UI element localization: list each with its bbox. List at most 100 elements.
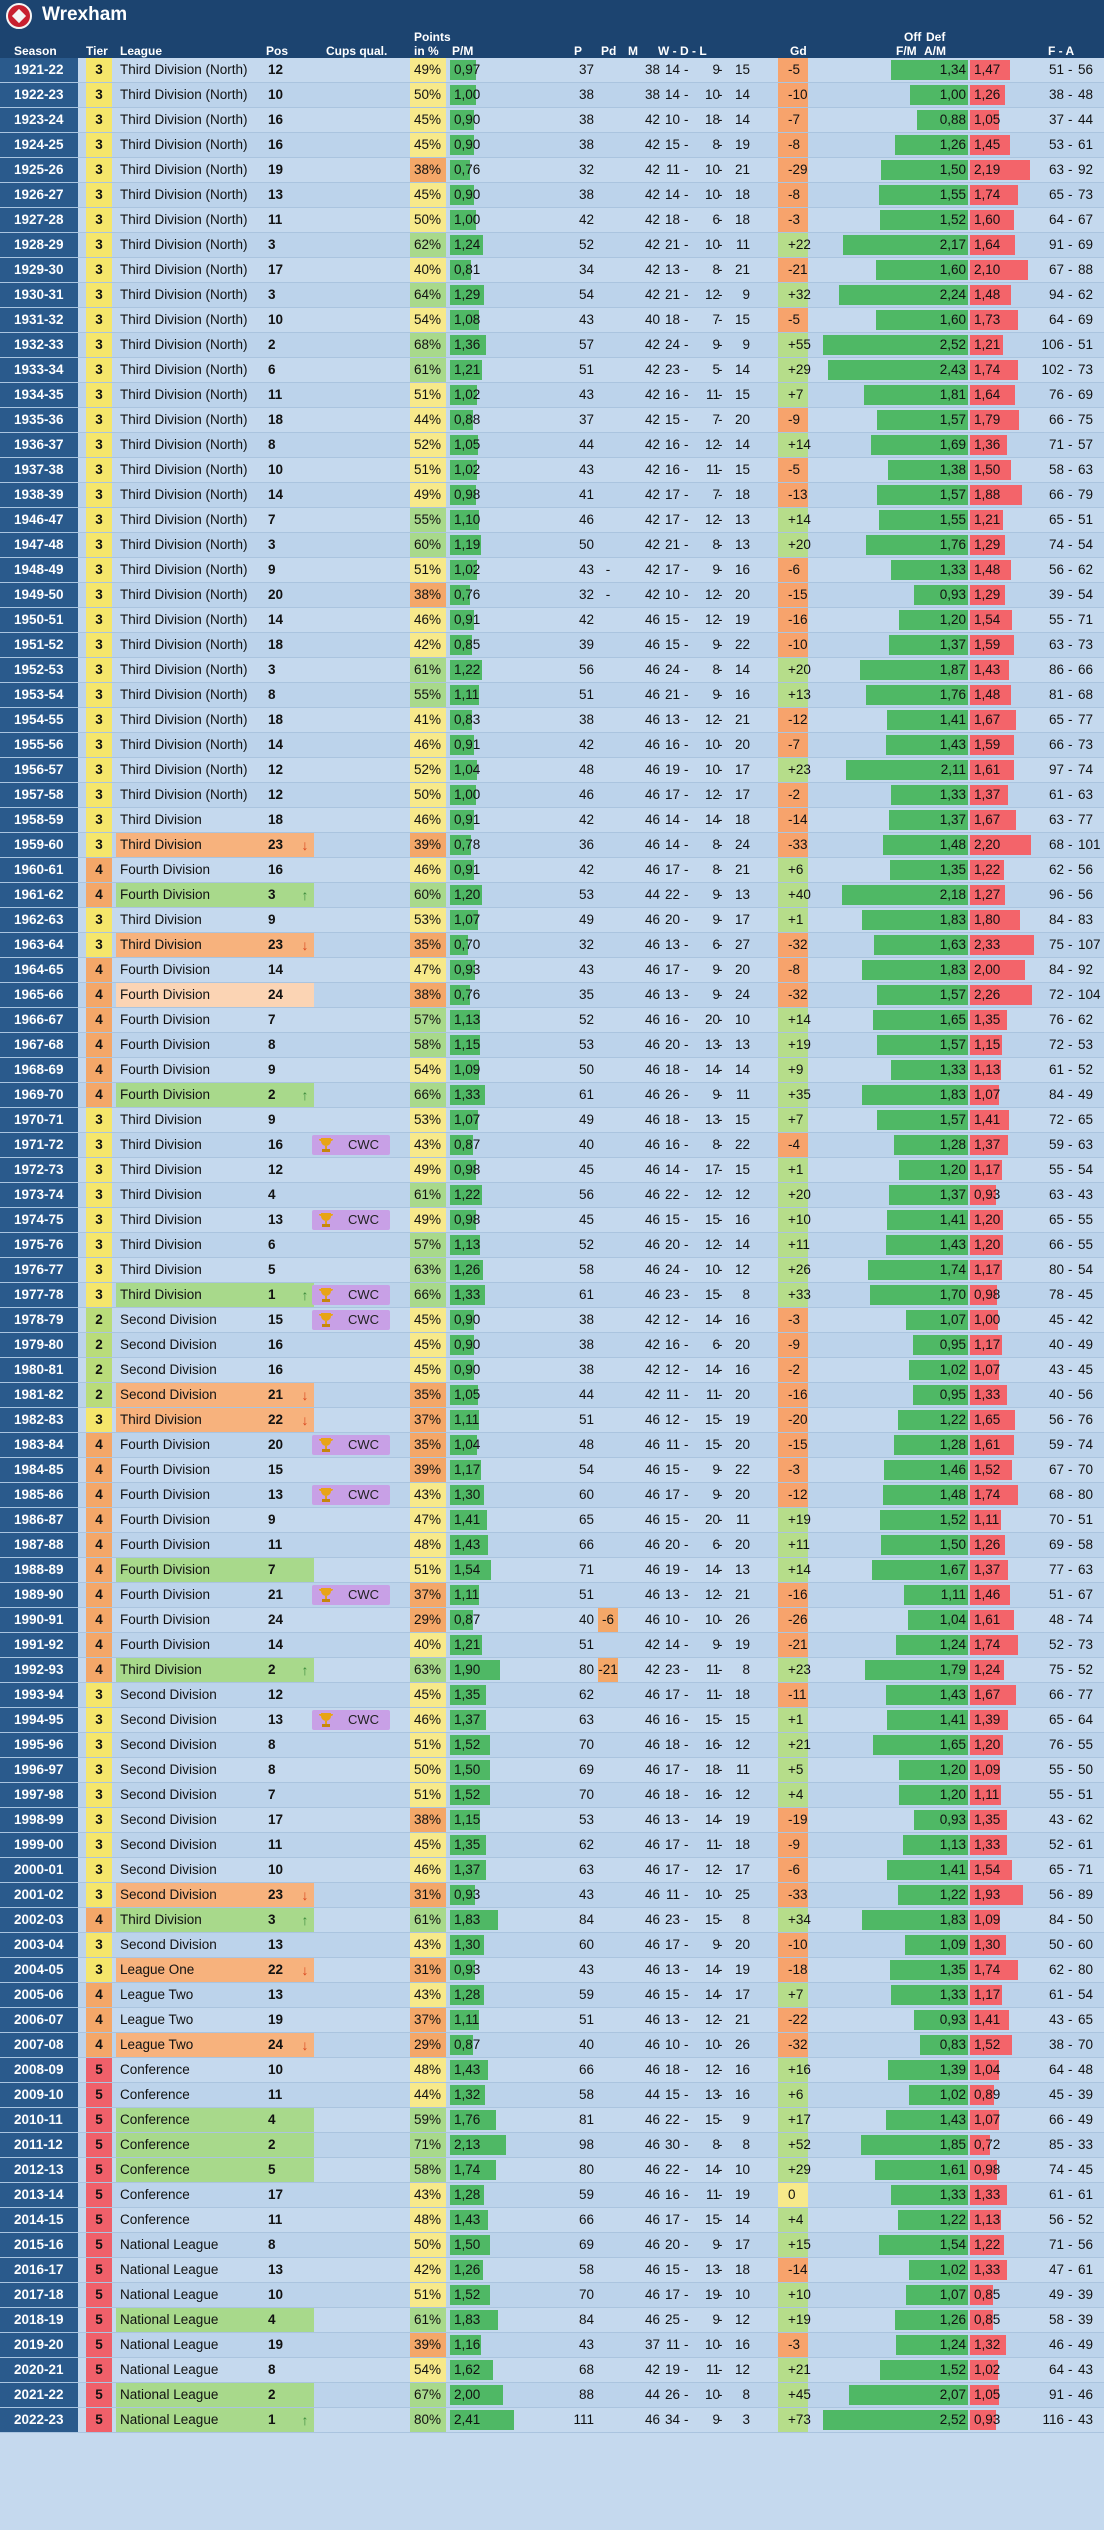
goals-against-value: 42	[1078, 1312, 1094, 1327]
win-draw-loss-cell: 19-14-13	[656, 1558, 752, 1582]
points-pct-cell: 63%	[414, 1662, 442, 1677]
wins-value: 23	[664, 1287, 680, 1302]
points-pct-background	[410, 208, 446, 232]
goal-difference-cell: +14	[788, 1562, 811, 1577]
position-cell: 20	[268, 1437, 284, 1452]
league-cell: Third Division	[120, 1112, 202, 1127]
goals-for-value: 72	[1048, 1112, 1064, 1127]
goal-difference-background	[778, 783, 808, 807]
points-cell: 54	[578, 287, 594, 302]
goals-for-per-match-cell: 2,52	[939, 2412, 966, 2427]
goals-for-against-cell: 67-88	[1030, 258, 1104, 282]
points-per-match-cell: 1,41	[454, 1512, 481, 1527]
wins-value: 13	[664, 1962, 680, 1977]
separator: -	[684, 962, 689, 977]
league-cell: Third Division (North)	[120, 337, 248, 352]
goal-difference-cell: -16	[788, 612, 808, 627]
separator: -	[718, 337, 723, 352]
tier-cell: 3	[86, 583, 112, 607]
goals-for-per-match-cell: 1,35	[939, 862, 966, 877]
separator: -	[718, 1837, 723, 1852]
goal-difference-background	[778, 433, 808, 457]
cup-qualification-badge: CWC	[312, 1135, 390, 1155]
goals-for-per-match-cell: 1,57	[939, 1037, 966, 1052]
points-pct-cell: 66%	[414, 1087, 442, 1102]
position-cell: 14	[268, 612, 284, 627]
separator: -	[1068, 262, 1073, 277]
matches-cell: 46	[644, 1437, 660, 1452]
goal-difference-background	[778, 283, 808, 307]
goals-for-against-cell: 40-49	[1030, 1333, 1104, 1357]
goals-for-per-match-cell: 1,54	[939, 2237, 966, 2252]
tier-cell: 2	[86, 1358, 112, 1382]
goals-for-value: 38	[1048, 87, 1064, 102]
wins-value: 10	[664, 2037, 680, 2052]
season-cell: 1977-78	[0, 1283, 78, 1307]
points-per-match-cell: 1,02	[454, 387, 481, 402]
wins-value: 17	[664, 1937, 680, 1952]
position-cell: 8	[268, 1762, 276, 1777]
promotion-arrow-icon: ↑	[301, 1087, 309, 1103]
goals-for-value: 46	[1048, 2337, 1064, 2352]
separator: -	[684, 1212, 689, 1227]
wins-value: 15	[664, 412, 680, 427]
points-deduction-cell	[598, 1008, 618, 1032]
losses-value: 21	[734, 162, 750, 177]
goals-for-against-cell: 55-54	[1030, 1158, 1104, 1182]
season-cell: 2019-20	[0, 2333, 78, 2357]
wins-value: 17	[664, 1862, 680, 1877]
league-cell: Third Division (North)	[120, 687, 248, 702]
goals-for-value: 55	[1048, 1162, 1064, 1177]
promotion-arrow-icon: ↑	[301, 1662, 309, 1678]
matches-cell: 46	[644, 1587, 660, 1602]
tier-cell: 3	[86, 358, 112, 382]
separator: -	[684, 1737, 689, 1752]
separator: -	[718, 1512, 723, 1527]
goals-against-per-match-cell: 1,74	[974, 1637, 1001, 1652]
losses-value: 16	[734, 2087, 750, 2102]
tier-cell: 5	[86, 2408, 112, 2432]
draws-value: 14	[704, 1312, 720, 1327]
defense-bar	[970, 560, 1011, 580]
goal-difference-cell: +20	[788, 662, 811, 677]
separator: -	[684, 2212, 689, 2227]
separator: -	[684, 1062, 689, 1077]
season-cell: 1922-23	[0, 83, 78, 107]
tier-cell: 3	[86, 1683, 112, 1707]
goals-against-value: 49	[1078, 2112, 1094, 2127]
points-pct-background	[410, 183, 446, 207]
points-cell: 41	[578, 487, 594, 502]
draws-value: 14	[704, 1812, 720, 1827]
wins-value: 16	[664, 1337, 680, 1352]
wins-value: 17	[664, 1487, 680, 1502]
goals-for-per-match-cell: 1,43	[939, 737, 966, 752]
points-per-match-cell: 1,28	[454, 1987, 481, 2002]
win-draw-loss-cell: 19-11-12	[656, 2358, 752, 2382]
points-pct-cell: 47%	[414, 1512, 442, 1527]
goal-difference-background	[778, 208, 808, 232]
points-per-match-cell: 1,50	[454, 2237, 481, 2252]
separator: -	[718, 1762, 723, 1777]
table-row: 1991-92 4 Fourth Division 14 40% 1,21 51 42 14-9…	[0, 1633, 1104, 1658]
goal-difference-cell: -9	[788, 412, 801, 427]
losses-value: 20	[734, 737, 750, 752]
points-pct-background	[410, 533, 446, 557]
win-draw-loss-cell: 23-11-8	[656, 1658, 752, 1682]
position-cell: 16	[268, 1137, 284, 1152]
matches-cell: 42	[644, 212, 660, 227]
league-cell: Fourth Division	[120, 1537, 211, 1552]
win-draw-loss-cell: 24-10-12	[656, 1258, 752, 1282]
goals-for-against-cell: 65-51	[1030, 508, 1104, 532]
tier-cell: 4	[86, 1608, 112, 1632]
goals-for-value: 81	[1048, 687, 1064, 702]
goals-against-per-match-cell: 1,64	[974, 237, 1001, 252]
goals-against-value: 48	[1078, 87, 1094, 102]
separator: -	[684, 1862, 689, 1877]
goals-for-value: 78	[1048, 1287, 1064, 1302]
table-row: 1926-27 3 Third Division (North) 13 45% 0,90 3…	[0, 183, 1104, 208]
league-cell: Conference	[120, 2187, 190, 2202]
separator: -	[1068, 1737, 1073, 1752]
win-draw-loss-cell: 18-12-16	[656, 2058, 752, 2082]
goal-difference-cell: +45	[788, 2387, 811, 2402]
points-cell: 40	[578, 1612, 594, 1627]
